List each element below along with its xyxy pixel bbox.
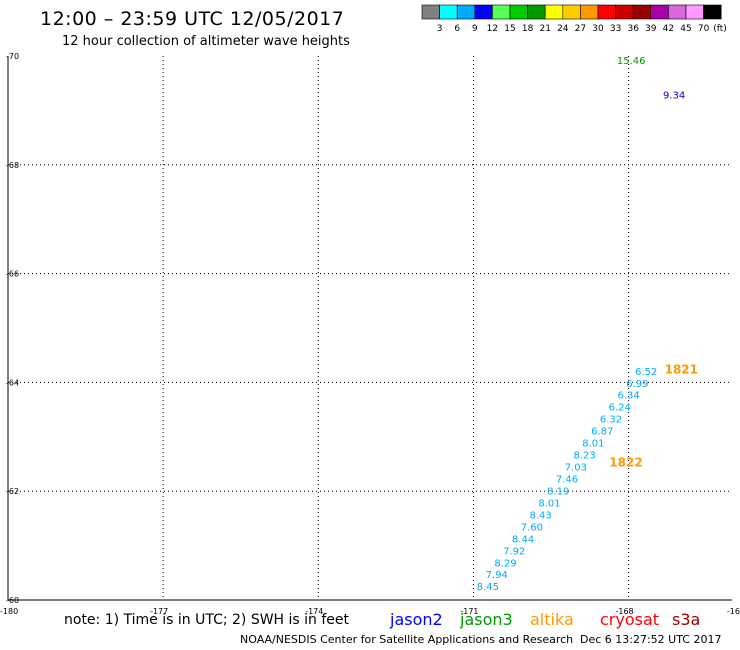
page-subtitle: 12 hour collection of altimeter wave hei… <box>62 34 350 49</box>
swh-value-label: 6.24 <box>609 403 631 414</box>
swh-value-label: 8.01 <box>538 498 560 509</box>
legend-swatch <box>527 4 546 20</box>
legend-tick-label: 27 <box>575 24 586 34</box>
footer-note: note: 1) Time is in UTC; 2) SWH is in fe… <box>64 612 350 628</box>
legend-tick-label: 15 <box>504 24 515 34</box>
legend-swatch <box>597 4 616 20</box>
swh-value-label: 8.01 <box>582 439 604 450</box>
legend-swatch <box>703 4 722 20</box>
legend-swatch <box>562 4 581 20</box>
page-title: 12:00 – 23:59 UTC 12/05/2017 <box>40 8 345 30</box>
legend-tick-label: 30 <box>592 24 604 34</box>
chart-annotations: 1822 1821 <box>609 363 698 470</box>
legend-unit-label: (ft) <box>713 24 727 34</box>
legend-tick-label: 36 <box>627 24 639 34</box>
pass-number-label: 1821 <box>665 363 698 377</box>
plot-area <box>7 56 732 601</box>
swh-value-label: 8.29 <box>494 558 516 569</box>
y-tick-label: -60 <box>6 596 19 605</box>
axis-tick-labels: -60 -62 -64 -66 -68 -70 -180 -177 -174 -171 -168 -1… <box>0 52 740 616</box>
legend-swatch <box>492 4 511 20</box>
legend-swatch <box>650 4 669 20</box>
swh-value-label: 7.92 <box>503 546 525 557</box>
legend-swatch <box>544 4 564 20</box>
swh-value-label: 8.44 <box>512 534 534 545</box>
mission-label-jason3: jason3 <box>460 610 513 629</box>
legend-swatch <box>632 4 652 20</box>
swh-value-label: 6.87 <box>591 427 613 438</box>
pass-number-label: 1822 <box>609 456 642 470</box>
legend-tick-label: 39 <box>645 24 657 34</box>
legend-swatch <box>474 4 493 20</box>
swh-value-label: 7.94 <box>486 570 508 581</box>
y-tick-label: -62 <box>6 487 19 496</box>
legend-tick-label: 70 <box>698 24 710 34</box>
legend-swatch <box>439 4 458 20</box>
legend-swatch <box>509 4 528 20</box>
swh-value-label: 6.99 <box>626 379 648 390</box>
swh-value-label: 8.45 <box>477 582 499 593</box>
swh-value-label: 6.34 <box>617 391 639 402</box>
legend-tick-label: 18 <box>522 24 534 34</box>
legend-swatch <box>668 4 687 20</box>
swh-value-label: 6.52 <box>635 367 657 378</box>
color-legend <box>421 4 722 20</box>
legend-swatch <box>456 4 476 20</box>
mission-label-jason2: jason2 <box>390 610 443 629</box>
legend-swatch <box>580 4 599 20</box>
swh-value-label: 15.46 <box>617 56 646 67</box>
legend-tick-label: 12 <box>487 24 498 34</box>
data-marks: 8.457.948.297.928.447.608.438.018.197.46… <box>477 56 685 593</box>
color-legend-labels: 3 6 9 12 15 18 21 24 27 30 33 36 39 42 45 70 (ft) <box>437 24 727 34</box>
swh-value-label: 6.32 <box>600 415 622 426</box>
swh-value-label: 8.43 <box>530 510 552 521</box>
grid-lines <box>8 56 732 600</box>
legend-swatch <box>685 4 704 20</box>
legend-tick-label: 21 <box>539 24 550 34</box>
swh-value-label: 7.03 <box>565 463 587 474</box>
x-tick-label: -168 <box>615 607 633 616</box>
swh-value-label: 7.60 <box>521 522 543 533</box>
mission-label-s3a: s3a <box>672 610 701 629</box>
legend-tick-label: 42 <box>663 24 674 34</box>
credit-line: NOAA/NESDIS Center for Satellite Applica… <box>240 633 574 646</box>
swh-value-label: 8.23 <box>573 451 595 462</box>
y-tick-label: -64 <box>6 378 19 387</box>
y-tick-label: -66 <box>6 270 19 279</box>
x-tick-label: -174 <box>305 607 323 616</box>
x-tick-label: -180 <box>0 607 18 616</box>
y-tick-label: -70 <box>6 52 19 61</box>
x-tick-label: -171 <box>460 607 478 616</box>
mission-label-altika: altika <box>530 610 574 629</box>
y-tick-label: -68 <box>6 161 19 170</box>
legend-tick-label: 45 <box>680 24 691 34</box>
legend-tick-label: 24 <box>557 24 569 34</box>
swh-value-label: 9.34 <box>663 90 685 101</box>
legend-tick-label: 9 <box>472 24 478 34</box>
legend-tick-label: 3 <box>437 24 443 34</box>
legend-swatch <box>421 4 440 20</box>
swh-value-label: 8.19 <box>547 486 569 497</box>
x-tick-label: -177 <box>150 607 168 616</box>
swh-value-label: 7.46 <box>556 474 578 485</box>
x-tick-label: -16 <box>727 607 740 616</box>
legend-tick-label: 6 <box>454 24 460 34</box>
mission-label-cryosat: cryosat <box>600 610 660 629</box>
legend-swatch <box>615 4 634 20</box>
generated-timestamp: Dec 6 13:27:52 UTC 2017 <box>580 633 722 646</box>
legend-tick-label: 33 <box>610 24 621 34</box>
